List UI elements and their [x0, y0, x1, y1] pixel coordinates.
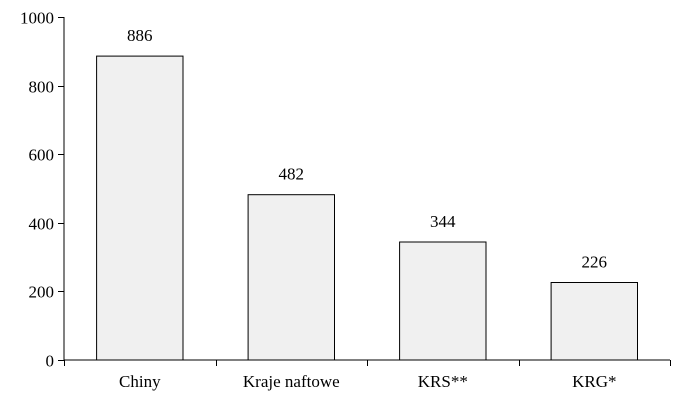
- x-tick-label: KRS**: [418, 372, 468, 391]
- x-tick-label: KRG*: [572, 372, 616, 391]
- y-tick-label: 200: [29, 283, 55, 302]
- x-axis-ticks: [64, 360, 671, 366]
- y-tick-label: 1000: [20, 9, 54, 28]
- data-label: 226: [582, 253, 608, 272]
- y-axis-ticks: 0 200 400 600 800 1000: [20, 9, 64, 371]
- y-tick-label: 600: [29, 146, 55, 165]
- x-tick-label: Kraje naftowe: [243, 372, 340, 391]
- data-label: 344: [430, 212, 456, 231]
- bars: [96, 55, 638, 361]
- data-label: 886: [127, 26, 153, 45]
- bar: [399, 241, 487, 361]
- bar: [247, 194, 336, 361]
- labels: 886 Chiny 482 Kraje naftowe 344 KRS** 226 KRG*: [119, 26, 616, 391]
- data-label: 482: [279, 165, 305, 184]
- bar: [550, 282, 638, 361]
- y-tick-label: 400: [29, 215, 55, 234]
- y-tick-label: 0: [46, 352, 55, 371]
- x-tick-label: Chiny: [119, 372, 161, 391]
- bar: [96, 55, 184, 361]
- y-tick-label: 800: [29, 78, 55, 97]
